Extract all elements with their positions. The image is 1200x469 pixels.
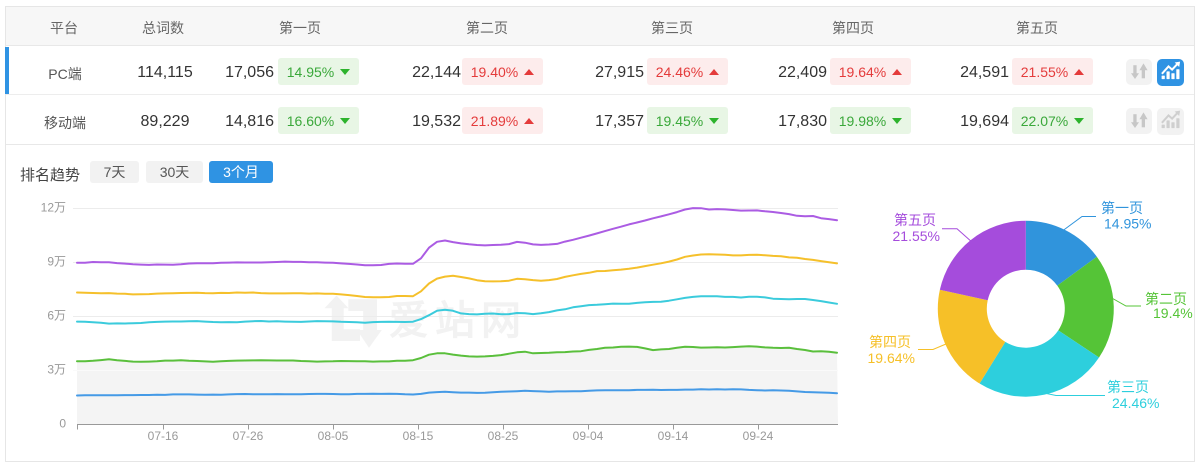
svg-text:09-04: 09-04: [573, 429, 604, 443]
svg-text:0: 0: [59, 417, 66, 431]
svg-text:07-16: 07-16: [148, 429, 179, 443]
svg-text:24.46%: 24.46%: [1112, 395, 1159, 411]
svg-text:6万: 6万: [47, 309, 66, 323]
svg-text:第四页: 第四页: [869, 334, 911, 350]
svg-text:第三页: 第三页: [1107, 379, 1149, 395]
svg-text:第五页: 第五页: [894, 212, 936, 228]
svg-text:08-25: 08-25: [488, 429, 519, 443]
svg-text:12万: 12万: [41, 201, 66, 215]
svg-text:09-14: 09-14: [658, 429, 689, 443]
svg-text:08-05: 08-05: [318, 429, 349, 443]
svg-text:19.64%: 19.64%: [868, 350, 915, 366]
svg-text:3万: 3万: [47, 363, 66, 377]
svg-text:07-26: 07-26: [233, 429, 264, 443]
svg-text:19.4%: 19.4%: [1153, 305, 1193, 321]
svg-text:21.55%: 21.55%: [893, 228, 940, 244]
svg-text:08-15: 08-15: [403, 429, 434, 443]
svg-text:第二页: 第二页: [1145, 291, 1187, 307]
svg-text:14.95%: 14.95%: [1104, 216, 1151, 232]
svg-text:09-24: 09-24: [743, 429, 774, 443]
svg-text:第一页: 第一页: [1101, 200, 1143, 216]
svg-text:9万: 9万: [47, 255, 66, 269]
